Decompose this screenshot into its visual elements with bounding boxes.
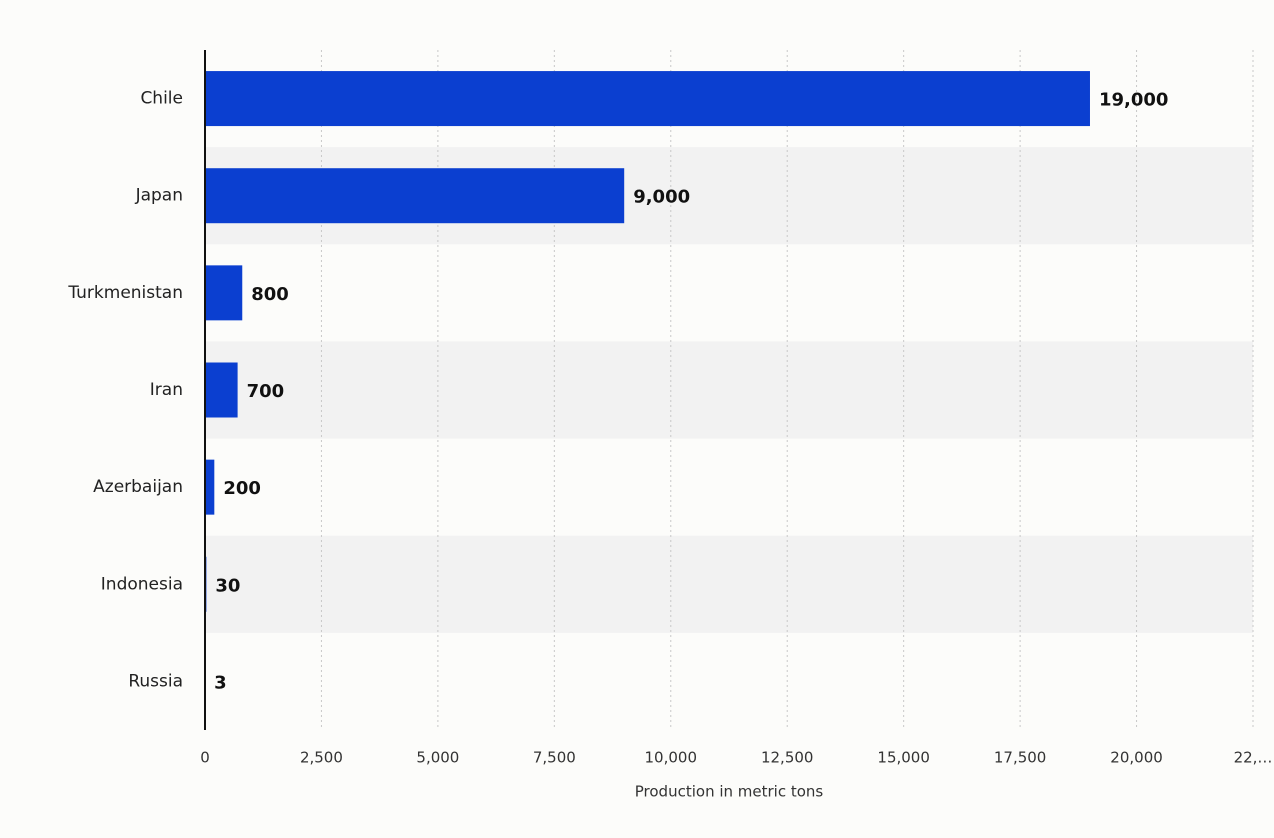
y-tick-label: Indonesia bbox=[101, 574, 183, 594]
x-tick-label: 12,500 bbox=[761, 749, 814, 767]
row-band bbox=[205, 535, 1253, 633]
grid bbox=[320, 50, 1254, 730]
x-tick-label: 7,500 bbox=[533, 749, 576, 767]
data-label: 30 bbox=[215, 575, 240, 596]
data-label: 700 bbox=[247, 381, 285, 402]
y-tick-label: Turkmenistan bbox=[67, 283, 183, 303]
data-label: 19,000 bbox=[1099, 90, 1168, 111]
y-tick-label: Azerbaijan bbox=[93, 477, 183, 497]
bar bbox=[205, 265, 243, 321]
row-bands bbox=[205, 147, 1253, 633]
x-tick-label: 2,500 bbox=[300, 749, 343, 767]
x-tick-label: 0 bbox=[200, 749, 210, 767]
x-tick-label: 20,000 bbox=[1110, 749, 1163, 767]
x-tick-label: 10,000 bbox=[645, 749, 698, 767]
x-tick-label: 17,500 bbox=[994, 749, 1047, 767]
bar bbox=[205, 459, 215, 515]
plot: 0 2,500 5,000 7,500 10,000 12,500 15,000 17,500… bbox=[67, 50, 1272, 767]
row-band bbox=[205, 341, 1253, 439]
bar bbox=[205, 362, 238, 418]
data-label: 800 bbox=[251, 284, 289, 305]
x-tick-label: 5,000 bbox=[416, 749, 459, 767]
y-tick-label: Russia bbox=[128, 671, 183, 691]
x-tick-label: 22,… bbox=[1234, 749, 1273, 767]
data-label: 200 bbox=[223, 478, 261, 499]
bar bbox=[205, 168, 625, 224]
x-tick-label: 15,000 bbox=[877, 749, 930, 767]
y-tick-label: Chile bbox=[140, 89, 183, 109]
data-label: 3 bbox=[214, 672, 227, 693]
data-label: 9,000 bbox=[633, 187, 690, 208]
y-tick-label: Japan bbox=[135, 186, 183, 206]
y-tick-label: Iran bbox=[150, 380, 183, 400]
x-axis-title: Production in metric tons bbox=[635, 783, 824, 801]
bar bbox=[205, 71, 1090, 127]
